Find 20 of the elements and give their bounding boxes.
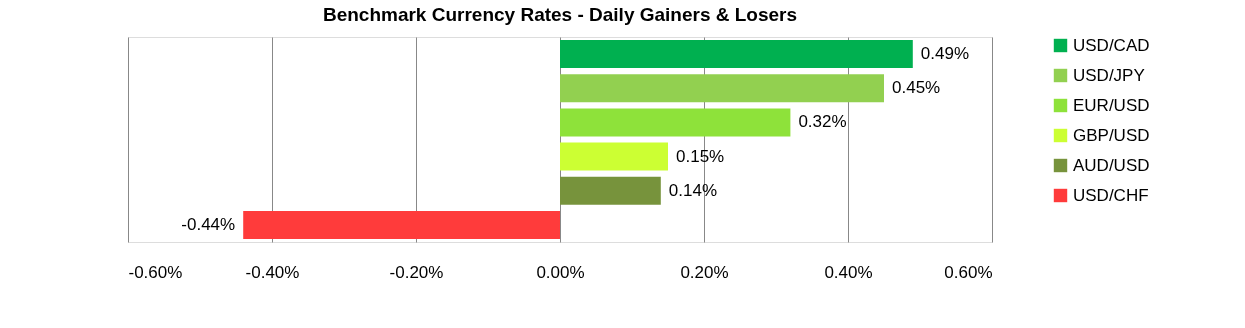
legend-label: USD/CHF <box>1073 185 1149 205</box>
x-tick-label: -0.20% <box>389 262 444 282</box>
x-tick-label: 0.60% <box>944 262 993 282</box>
data-label: 0.49% <box>920 44 969 64</box>
x-tick-label: 0.00% <box>536 262 585 282</box>
legend-label: EUR/USD <box>1073 95 1150 115</box>
chart-title: Benchmark Currency Rates - Daily Gainers & Losers <box>322 4 798 25</box>
legend-label: GBP/USD <box>1073 125 1150 145</box>
data-label: 0.15% <box>676 146 725 166</box>
x-tick-label: -0.40% <box>245 262 300 282</box>
data-label: 0.14% <box>668 180 717 200</box>
data-label: 0.32% <box>798 112 847 132</box>
x-tick-label: -0.60% <box>128 262 183 282</box>
x-tick-label: 0.20% <box>680 262 729 282</box>
legend-label: USD/CAD <box>1073 35 1150 55</box>
legend-label: USD/JPY <box>1073 65 1145 85</box>
legend-label: AUD/USD <box>1073 155 1150 175</box>
x-tick-label: 0.40% <box>824 262 873 282</box>
data-label: 0.45% <box>892 78 941 98</box>
data-label: -0.44% <box>181 214 236 234</box>
